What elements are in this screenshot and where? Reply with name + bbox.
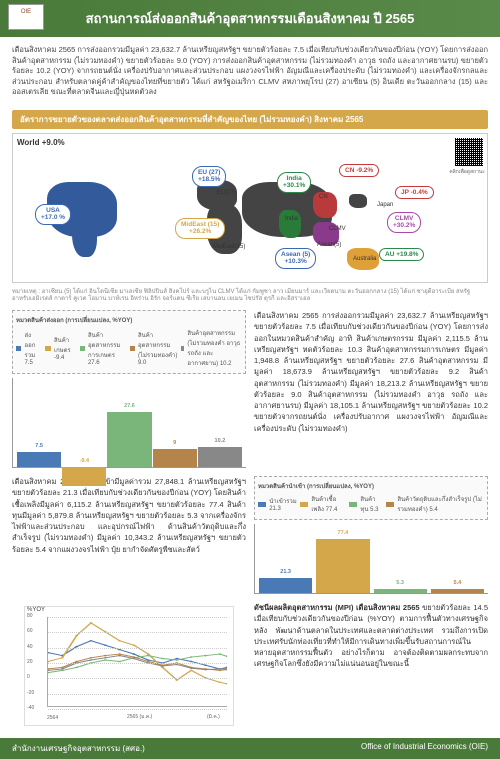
logo: OIE	[8, 4, 44, 30]
mpi-paragraph: ดัชนีผลผลิตอุตสาหกรรม (MPI) เดือนสิงหาคม…	[254, 602, 488, 670]
import-chart-legend: หมวดสินค้านำเข้า (การเปลี่ยนแปลง, %YOY) …	[254, 476, 488, 520]
map-region-label: Japan	[377, 202, 393, 208]
map-region-label: Asean(5)	[317, 242, 341, 248]
footer-left: สำนักงานเศรษฐกิจอุตสาหกรรม (สศอ.)	[12, 742, 145, 755]
map-footnote: หมายเหตุ : อาเซียน (5) ได้แก่ อินโดนีเซี…	[0, 287, 500, 307]
map-bubble-usa: USA+17.0 %	[35, 204, 71, 226]
footer-right: Office of Industrial Economics (OIE)	[361, 742, 488, 755]
map-region-label: CLMV	[329, 226, 346, 232]
map-region-label: EU(27)	[217, 190, 236, 196]
map-bubble-au198: AU +19.8%	[379, 248, 424, 262]
export-chart-legend: หมวดสินค้าส่งออก (การเปลี่ยนแปลง, %YOY) …	[12, 310, 246, 374]
intro-paragraph: เดือนสิงหาคม 2565 การส่งออกรวมมีมูลค่า 2…	[0, 37, 500, 106]
world-growth-label: World +9.0%	[17, 138, 65, 147]
export-bar-chart: 7.5-9.427.6910.2-10.3	[12, 378, 246, 468]
map-bubble-clmv: CLMV+30.2%	[387, 212, 421, 234]
map-region-label: India	[285, 216, 298, 222]
trend-line-chart: %YOY 806040200-20-4025642565 (ม.ค.)(มิ.ค…	[24, 606, 234, 726]
world-map: World +9.0% คลิกเพื่อดูสถานะ USA+17.0 %E…	[12, 133, 488, 283]
map-bubble-asean5: Asean (5)+10.3%	[275, 248, 316, 270]
map-bubble-mideast15: MidEast (15)+26.2%	[175, 218, 225, 240]
import-bar-chart: 21.377.45.35.4	[254, 524, 488, 594]
map-section-title: อัตราการขยายตัวของตลาดส่งออกสินค้าอุตสาห…	[12, 110, 488, 129]
import-detail-paragraph: เดือนสิงหาคม 2565 การนำเข้ามีมูลค่ารวม 2…	[12, 476, 246, 555]
page-title: สถานการณ์ส่งออกสินค้าอุตสาหกรรมเดือนสิงห…	[0, 0, 500, 37]
map-region-label: Australia	[353, 256, 376, 262]
export-detail-paragraph: เดือนสิงหาคม 2565 การส่งออกรวมมีมูลค่า 2…	[254, 310, 488, 434]
map-bubble-india: India+30.1%	[277, 172, 311, 194]
map-region-label: MidEast(15)	[213, 244, 245, 250]
map-bubble-jp04: JP -0.4%	[395, 186, 434, 200]
map-region-label: CN	[319, 194, 328, 200]
map-bubble-cn92: CN -9.2%	[339, 164, 379, 178]
map-bubble-eu27: EU (27)+18.5%	[192, 166, 226, 188]
page-footer: สำนักงานเศรษฐกิจอุตสาหกรรม (สศอ.) Office…	[0, 738, 500, 759]
